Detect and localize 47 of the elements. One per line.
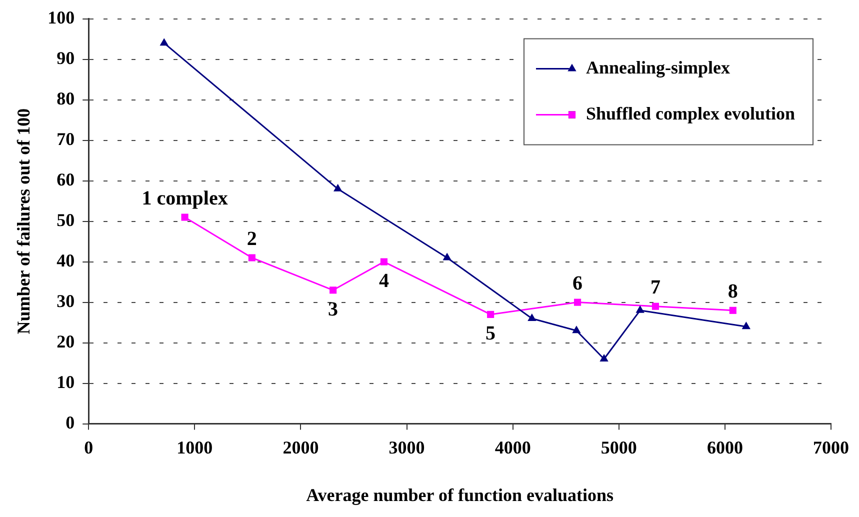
y-tick-label: 60: [56, 169, 75, 190]
point: [248, 254, 256, 262]
y-axis-title: Number of failures out of 100: [13, 108, 34, 334]
point: [330, 286, 337, 294]
point: [528, 314, 536, 321]
y-tick-label: 20: [56, 331, 75, 352]
y-tick-label: 40: [56, 250, 75, 270]
x-tick-label: 7000: [813, 437, 849, 458]
point: [160, 38, 168, 46]
annotation: 8: [728, 280, 738, 303]
annotation: 3: [328, 298, 338, 320]
point: [574, 298, 582, 306]
point: [636, 305, 644, 313]
point: [729, 306, 736, 314]
legend-label: Shuffled complex evolution: [586, 103, 796, 124]
annotation: 1 complex: [142, 187, 228, 210]
annotation: 5: [486, 322, 496, 345]
annotation: 2: [246, 228, 257, 250]
x-tick-label: 6000: [706, 437, 743, 458]
x-tick-label: 3000: [388, 437, 425, 458]
y-tick-label: 0: [66, 412, 75, 432]
point: [181, 214, 188, 221]
y-tick-label: 10: [56, 372, 75, 392]
point: [487, 310, 494, 318]
annotation: 7: [650, 276, 660, 299]
y-tick-label: 50: [56, 210, 75, 230]
point: [380, 258, 388, 266]
point: [600, 354, 608, 362]
y-tick-label: 80: [56, 88, 75, 108]
y-tick-label: 100: [48, 7, 75, 28]
y-tick-label: 30: [56, 290, 75, 311]
x-tick-label: 0: [84, 437, 94, 458]
point: [334, 184, 342, 192]
point: [742, 322, 750, 330]
legend-label: Annealing-simplex: [586, 57, 730, 78]
x-axis-title: Average number of function evaluations: [306, 484, 614, 505]
x-tick-label: 2000: [282, 437, 319, 458]
annotation: 6: [572, 272, 583, 294]
annotation: 4: [378, 270, 389, 292]
point: [652, 302, 660, 310]
y-tick-label: 70: [56, 128, 75, 149]
point: [572, 326, 581, 334]
x-tick-label: 4000: [494, 437, 531, 458]
x-tick-label: 5000: [600, 437, 637, 458]
point: [442, 252, 452, 260]
y-tick-label: 90: [56, 48, 75, 68]
x-tick-label: 1000: [176, 437, 213, 458]
